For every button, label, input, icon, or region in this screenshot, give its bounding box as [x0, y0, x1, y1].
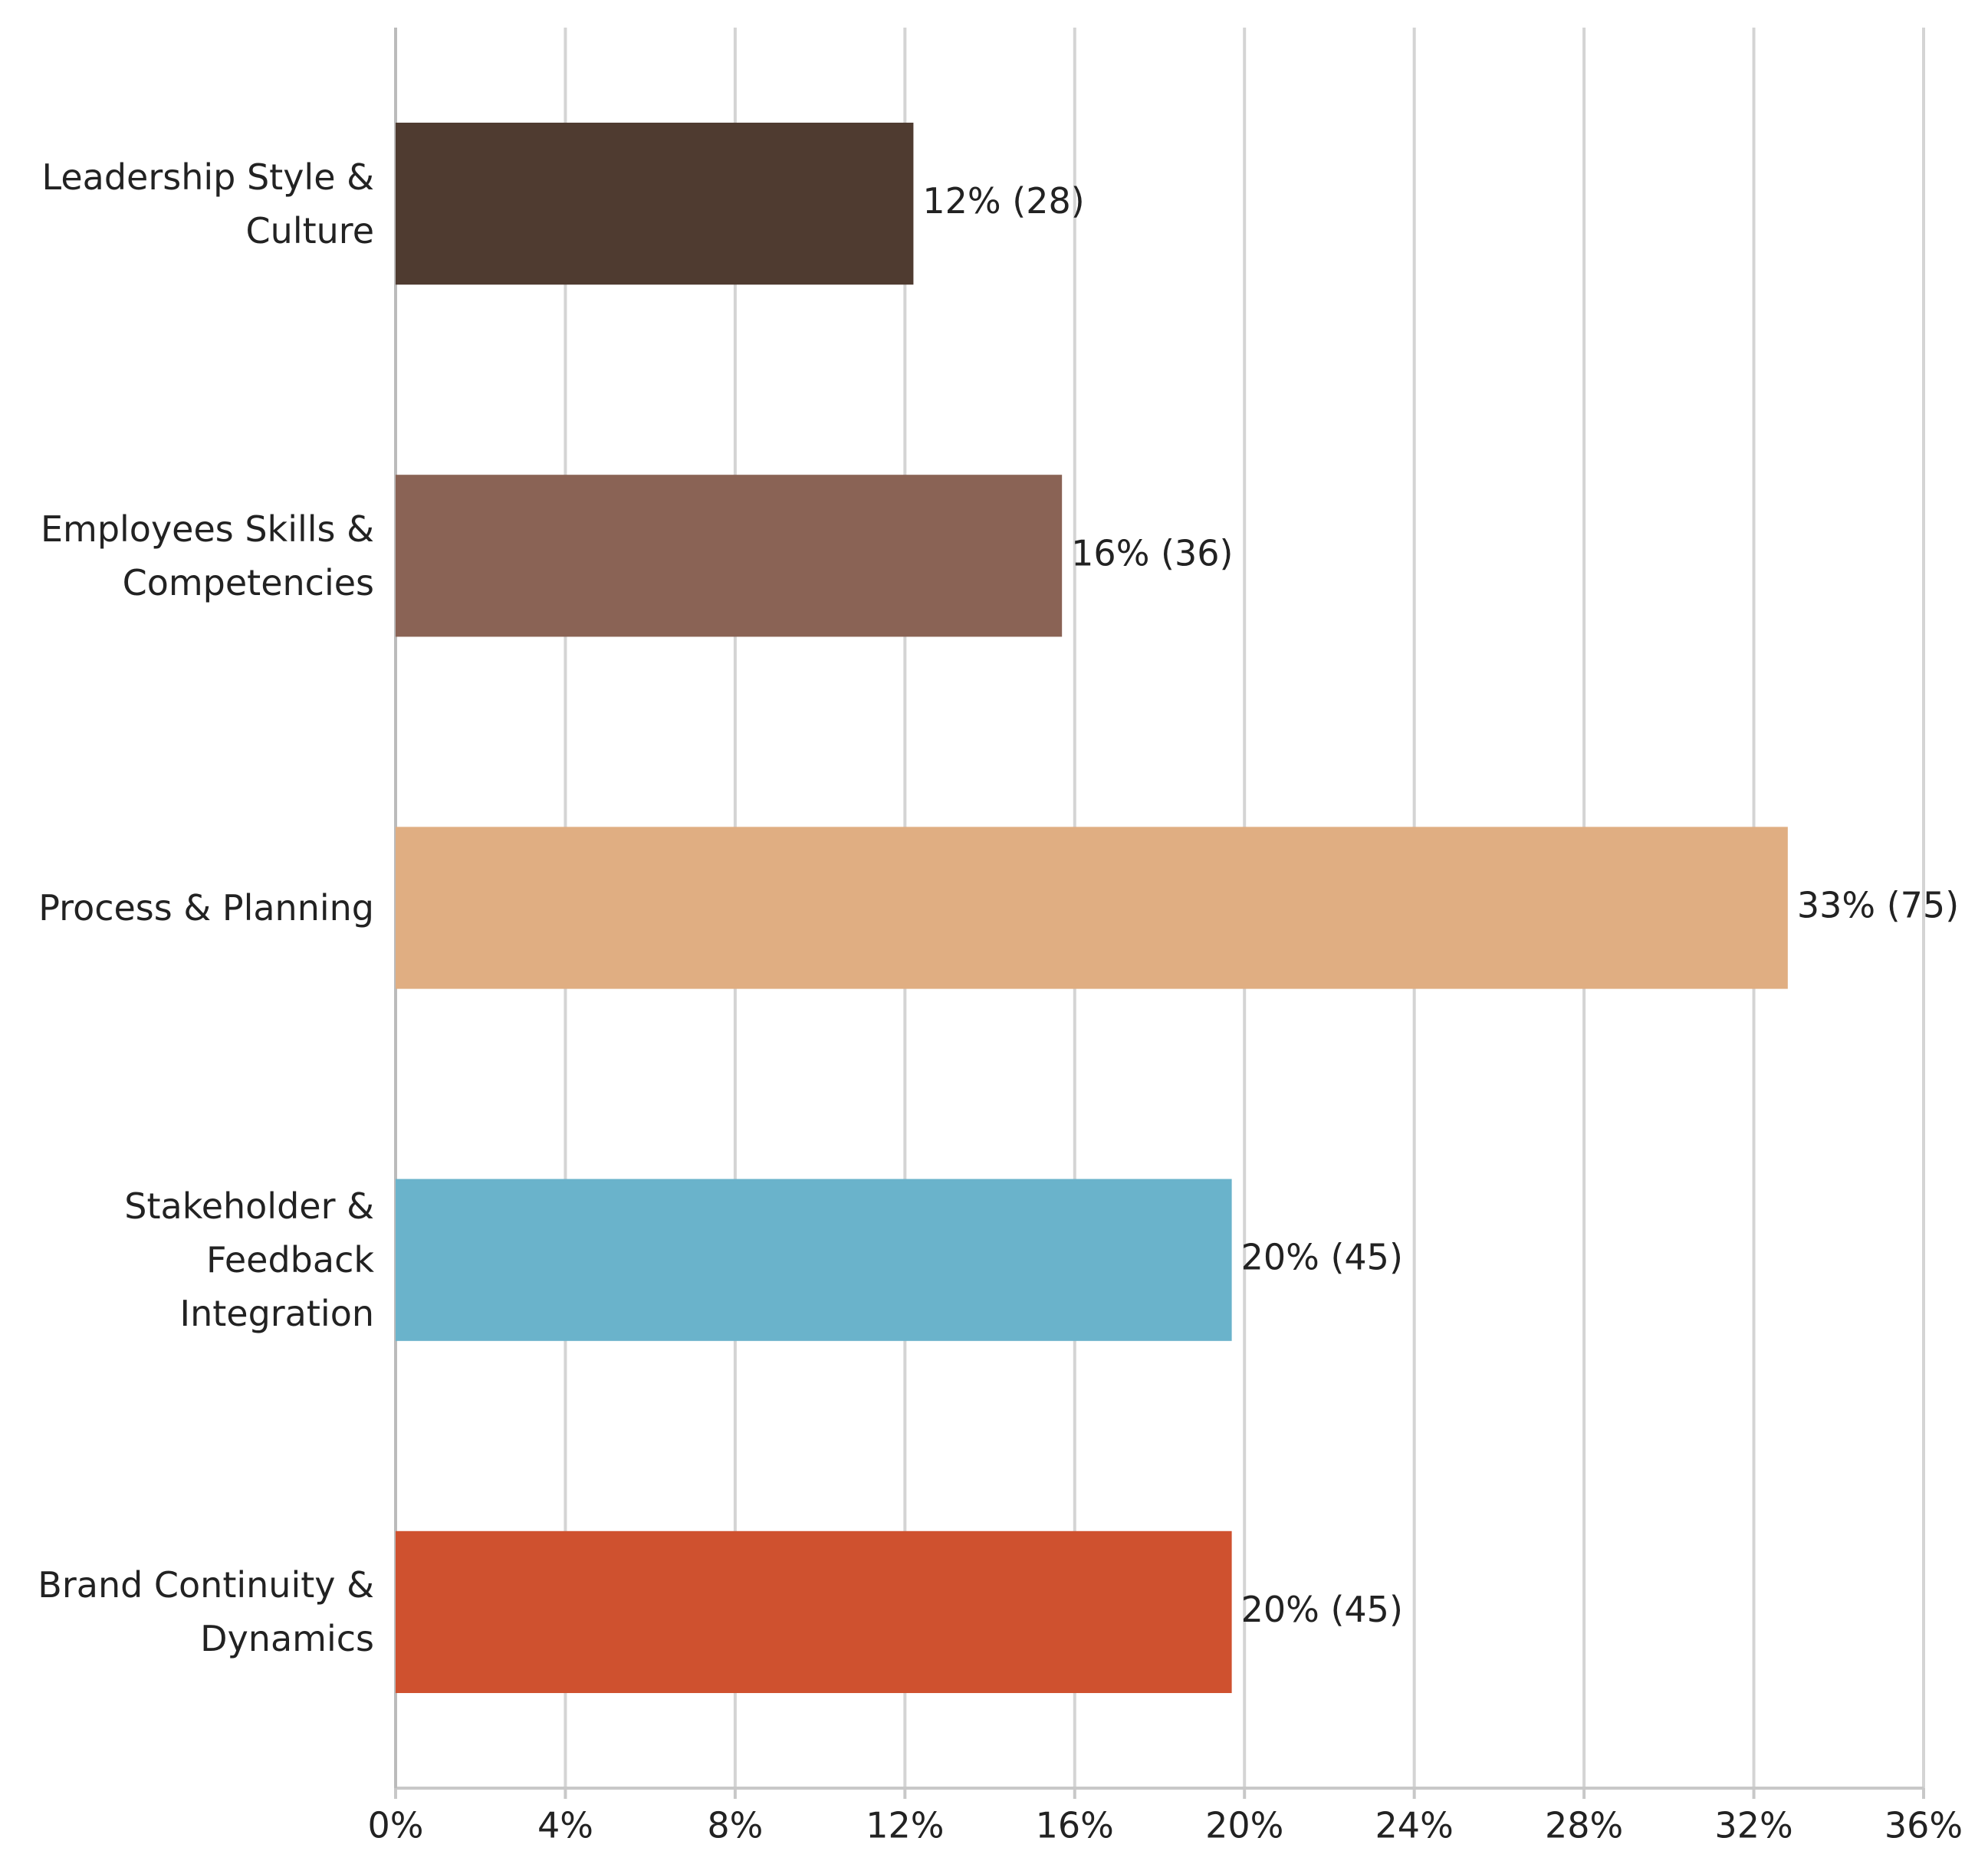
- bar: [396, 122, 914, 285]
- x-tick-label: 20%: [1205, 1805, 1283, 1846]
- x-tick-label: 36%: [1884, 1805, 1963, 1846]
- x-tick-label: 4%: [537, 1805, 593, 1846]
- x-tick-label: 24%: [1375, 1805, 1454, 1846]
- bar: [396, 1179, 1232, 1341]
- x-tick-label: 32%: [1714, 1805, 1792, 1846]
- x-tick-label: 28%: [1545, 1805, 1623, 1846]
- x-tick-label: 8%: [707, 1805, 763, 1846]
- value-label: 33% (75): [1797, 885, 1959, 926]
- value-label: 20% (45): [1241, 1237, 1403, 1278]
- y-tick-label: Leadership Style & Culture: [41, 156, 374, 252]
- bar: [396, 1530, 1232, 1694]
- y-tick-label: Process & Planning: [38, 887, 374, 929]
- x-tick-label: 16%: [1036, 1805, 1114, 1846]
- x-tick-label: 0%: [368, 1805, 424, 1846]
- y-tick-label: Employees Skills & Competencies: [40, 508, 374, 603]
- bar: [396, 827, 1788, 989]
- value-label: 12% (28): [922, 180, 1084, 222]
- bar: [396, 475, 1063, 637]
- y-tick-label: Brand Continuity & Dynamics: [38, 1564, 374, 1660]
- x-tick-label: 12%: [866, 1805, 944, 1846]
- value-label: 16% (36): [1071, 532, 1233, 574]
- value-label: 20% (45): [1241, 1589, 1403, 1630]
- y-tick-label: Stakeholder & Feedback Integration: [124, 1185, 374, 1335]
